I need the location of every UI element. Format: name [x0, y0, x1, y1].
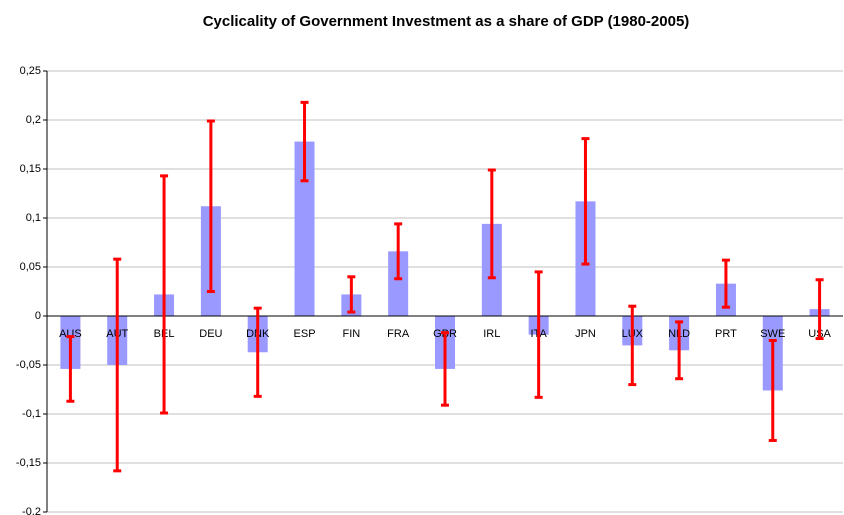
y-tick-label: 0,15: [20, 163, 41, 175]
y-tick-label: 0,1: [26, 212, 41, 224]
bar: [388, 251, 409, 316]
x-tick-label: FRA: [387, 328, 410, 340]
x-tick-label: JPN: [575, 328, 596, 340]
x-tick-label: IRL: [483, 328, 500, 340]
bar: [294, 141, 315, 316]
y-tick-label: 0,05: [20, 261, 41, 273]
x-tick-label: DEU: [199, 328, 222, 340]
x-tick-label: SWE: [760, 328, 785, 340]
y-tick-label: 0,2: [26, 114, 41, 126]
y-tick-label: -0,1: [22, 408, 41, 420]
y-tick-label: 0,25: [20, 65, 41, 77]
x-tick-label: FIN: [342, 328, 360, 340]
y-tick-label: -0,2: [22, 506, 41, 515]
y-tick-label: 0: [35, 310, 41, 322]
x-tick-label: AUS: [59, 328, 82, 340]
chart-title: Cyclicality of Government Investment as …: [203, 13, 690, 30]
x-tick-label: PRT: [715, 328, 737, 340]
y-tick-label: -0,05: [16, 359, 41, 371]
x-tick-label: ESP: [294, 328, 316, 340]
y-tick-label: -0,15: [16, 457, 41, 469]
